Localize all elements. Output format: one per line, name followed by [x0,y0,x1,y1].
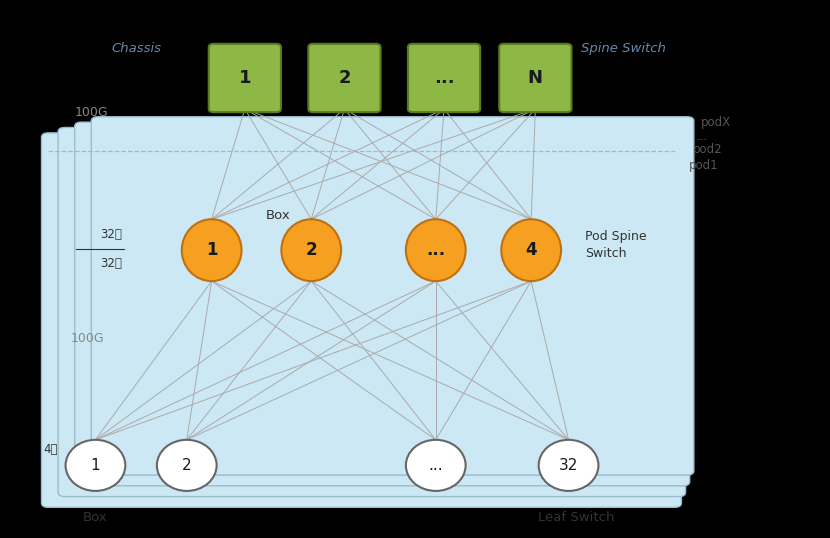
FancyBboxPatch shape [75,122,690,486]
Ellipse shape [66,440,125,491]
Text: 32上: 32上 [100,228,122,240]
FancyBboxPatch shape [408,44,480,112]
FancyBboxPatch shape [42,133,681,507]
Text: 32: 32 [559,458,579,473]
Text: N: N [528,69,543,87]
Text: ...: ... [428,458,443,473]
Text: 2: 2 [182,458,192,473]
Text: Box: Box [83,511,108,524]
Text: ...: ... [434,69,454,87]
Text: Spine Switch: Spine Switch [581,42,666,55]
Text: 100G: 100G [71,332,105,345]
Text: Chassis: Chassis [112,42,162,55]
Ellipse shape [406,440,466,491]
FancyBboxPatch shape [309,44,380,112]
Ellipse shape [157,440,217,491]
Ellipse shape [281,220,341,281]
Ellipse shape [501,220,561,281]
Text: ...: ... [697,130,709,143]
Text: Box: Box [266,209,290,222]
Text: 100G: 100G [75,107,109,119]
FancyBboxPatch shape [91,117,694,475]
FancyBboxPatch shape [58,128,686,497]
Text: pod1: pod1 [689,159,719,172]
Text: 32下: 32下 [100,257,122,270]
Text: 1: 1 [90,458,100,473]
Text: 1: 1 [238,69,251,87]
Text: 1: 1 [206,241,217,259]
Ellipse shape [406,220,466,281]
Text: 2: 2 [338,69,351,87]
FancyBboxPatch shape [209,44,281,112]
Ellipse shape [539,440,598,491]
Text: ...: ... [426,241,446,259]
Text: pod2: pod2 [693,143,723,156]
Text: Pod Spine
Switch: Pod Spine Switch [585,230,647,260]
Text: 4上: 4上 [44,443,58,456]
Text: podX: podX [701,116,731,129]
Ellipse shape [182,220,242,281]
Text: 4: 4 [525,241,537,259]
Text: Leaf Switch: Leaf Switch [538,511,614,524]
FancyBboxPatch shape [500,44,571,112]
Text: 2: 2 [305,241,317,259]
